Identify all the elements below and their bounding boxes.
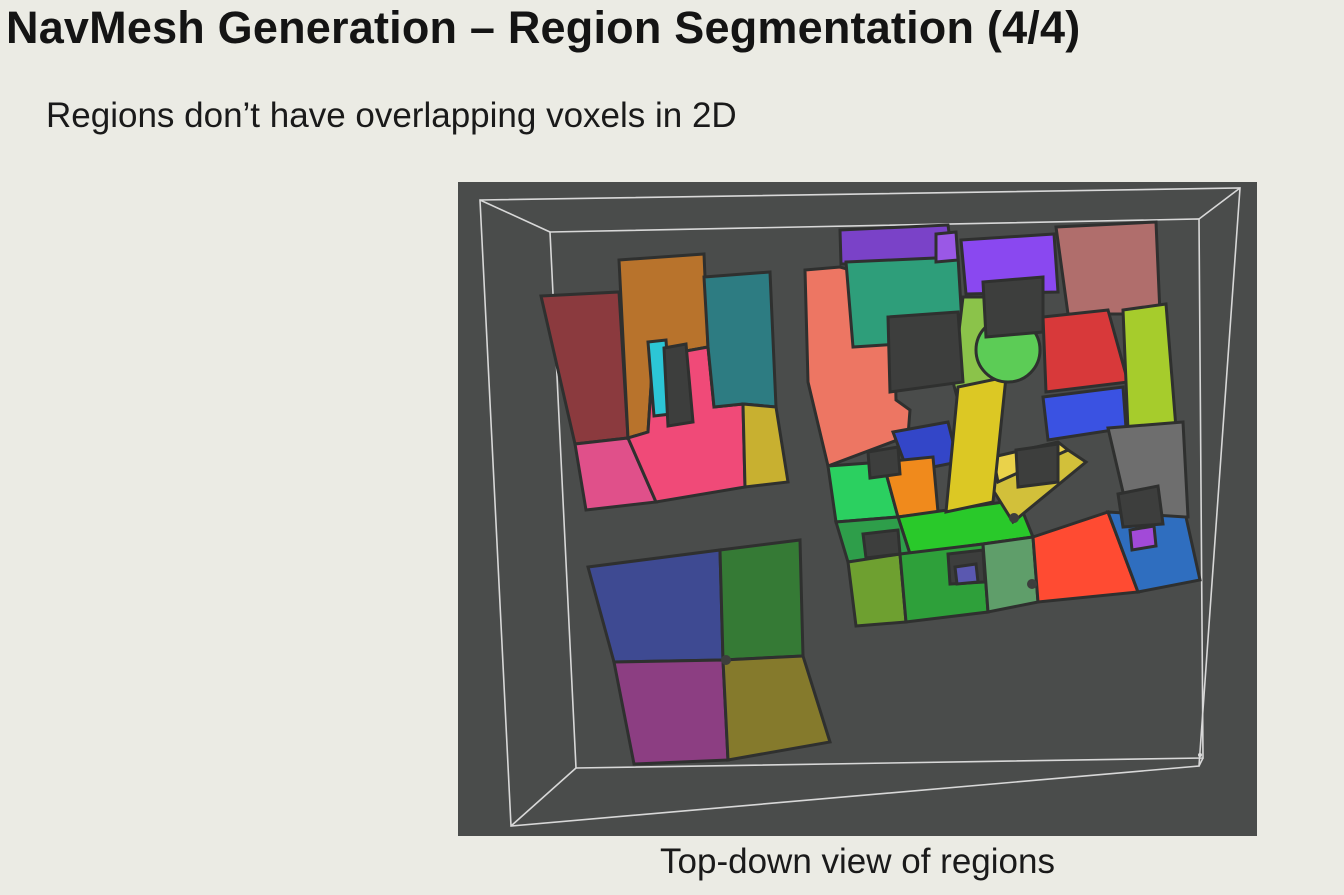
left-bottom-walkable-area	[586, 538, 832, 766]
region-view-svg	[458, 182, 1257, 836]
voxel-obstacles	[721, 513, 1202, 757]
right-walkable-area	[803, 220, 1202, 628]
bounding-box-wireframe	[479, 187, 1241, 827]
navmesh-region-figure	[458, 182, 1257, 836]
left-top-walkable-area	[539, 252, 790, 512]
slide-bullet: Regions don’t have overlapping voxels in…	[46, 96, 737, 135]
slide-title: NavMesh Generation – Region Segmentation…	[6, 2, 1081, 53]
figure-caption: Top-down view of regions	[660, 842, 1055, 881]
